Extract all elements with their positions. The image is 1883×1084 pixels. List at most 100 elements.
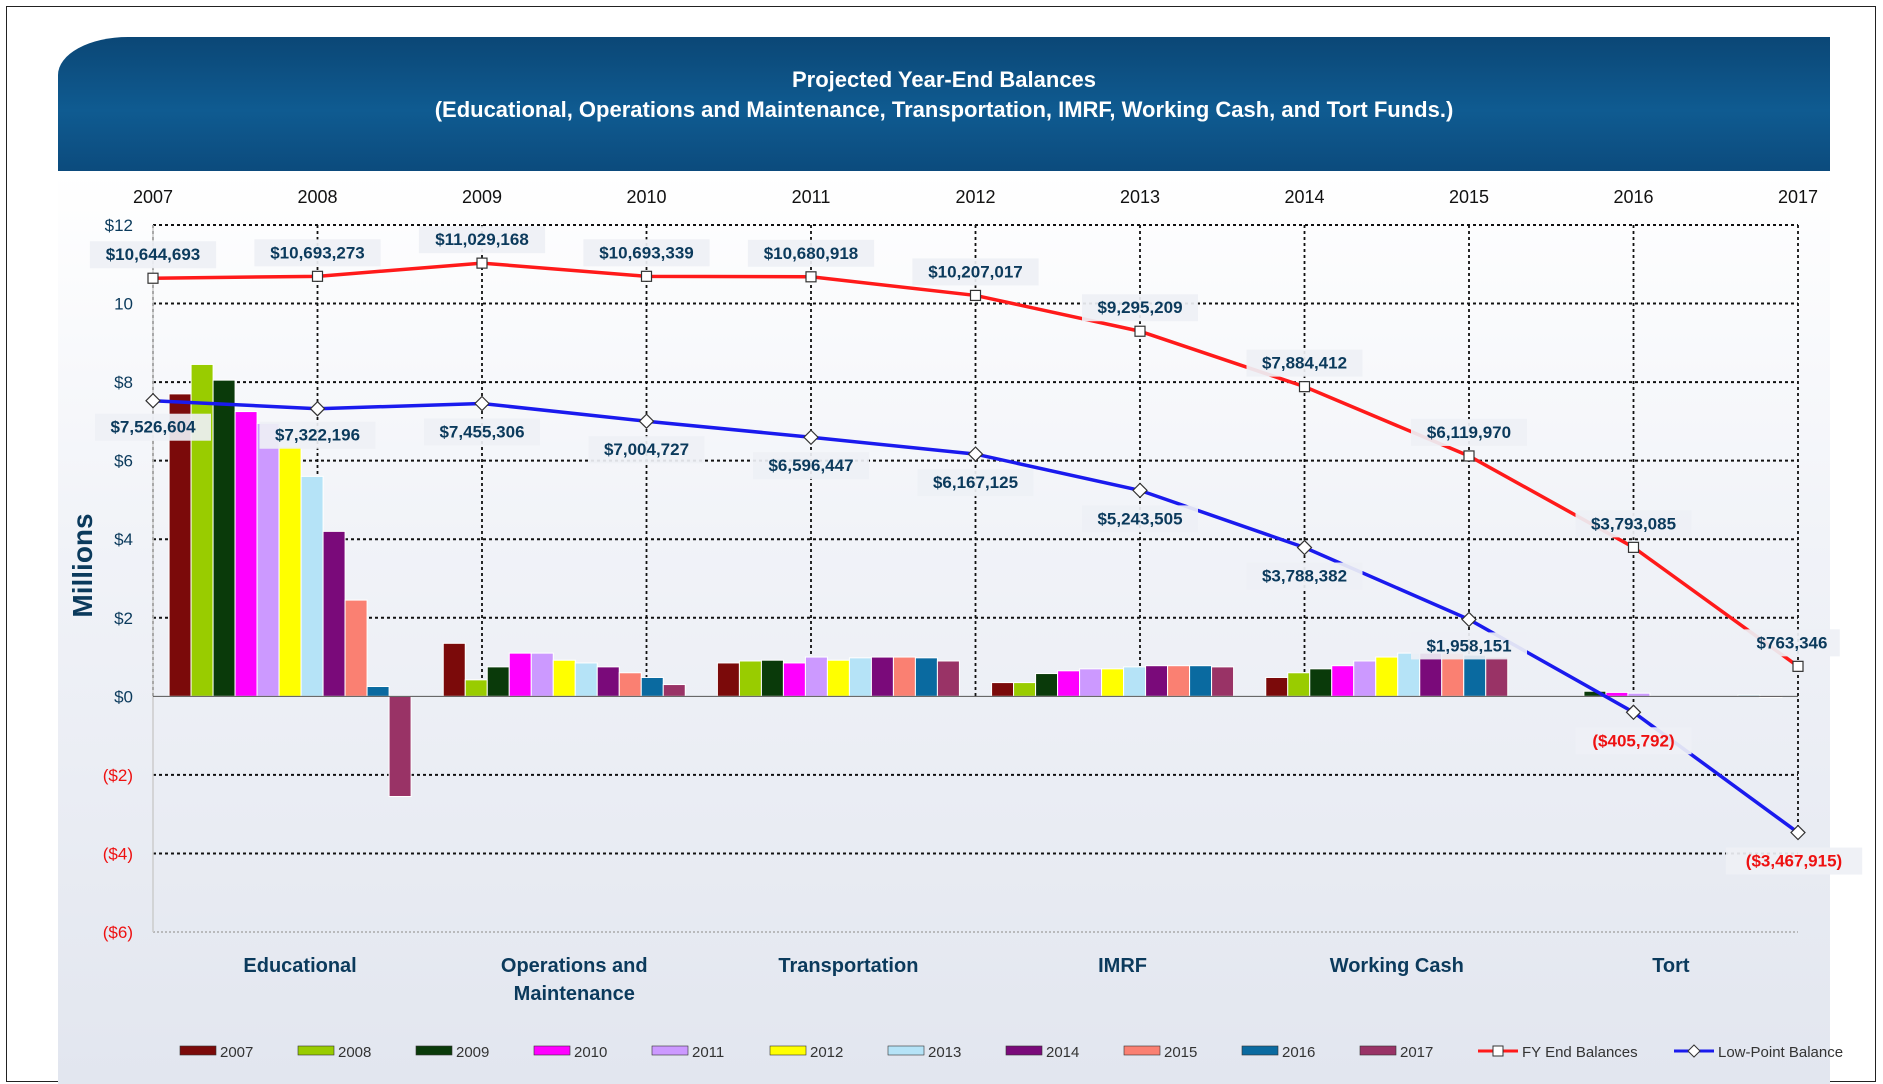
y-tick-label: $12 <box>105 216 133 235</box>
fy-end-marker <box>311 270 324 282</box>
bar <box>1605 691 1629 697</box>
bar <box>618 672 642 697</box>
legend-label: 2011 <box>692 1044 724 1061</box>
bar <box>892 656 916 697</box>
low-point-data-label: $7,526,604 <box>110 418 196 437</box>
bar <box>662 684 686 697</box>
data-label-bg <box>95 413 211 441</box>
fy-end-data-label: $10,693,273 <box>270 243 365 262</box>
legend-swatch <box>887 1045 925 1056</box>
y-tick-label: $0 <box>114 687 133 706</box>
legend-label: 2015 <box>1164 1044 1197 1061</box>
low-point-marker <box>967 446 984 462</box>
data-label-bg <box>1246 562 1363 590</box>
year-axis-label: 2014 <box>1284 187 1324 207</box>
data-label-bg <box>1411 418 1527 446</box>
y-tick-label: $8 <box>114 373 133 392</box>
low-point-data-label: ($3,467,915) <box>1746 852 1842 871</box>
category-label: Working Cash <box>1330 955 1464 977</box>
year-axis-label: 2011 <box>792 187 831 207</box>
bar <box>486 666 510 697</box>
low-point-data-label: $6,167,125 <box>933 473 1018 492</box>
data-label-bg <box>418 226 546 254</box>
chart-title: Projected Year-End Balances <box>791 67 1097 92</box>
low-point-marker <box>474 395 490 412</box>
bar <box>1485 656 1509 697</box>
fy-end-marker <box>969 289 982 302</box>
low-point-marker <box>638 413 655 430</box>
fy-end-data-label: $763,346 <box>1757 633 1828 652</box>
year-axis-label: 2008 <box>297 187 337 207</box>
data-label-bg <box>89 241 217 269</box>
data-label-bg <box>1575 510 1692 538</box>
fy-end-data-label: $9,295,209 <box>1097 298 1182 317</box>
low-point-marker <box>309 400 326 417</box>
bar <box>1057 670 1081 697</box>
bar <box>1463 654 1487 697</box>
fy-end-data-label: $10,207,017 <box>928 262 1023 281</box>
legend-label: 2016 <box>1282 1044 1315 1061</box>
bar <box>530 652 554 697</box>
fy-end-marker <box>1298 381 1311 393</box>
bar <box>1287 672 1311 697</box>
bar <box>464 679 488 697</box>
y-tick-label: $6 <box>114 452 133 471</box>
data-label-bg <box>1246 349 1363 377</box>
data-label-bg <box>1082 294 1198 322</box>
low-point-marker <box>1625 704 1642 721</box>
bar <box>1419 652 1443 697</box>
bar <box>1441 652 1465 697</box>
chart-header: Projected Year-End Balances (Educational… <box>58 37 1830 171</box>
legend-label: 2014 <box>1046 1044 1079 1061</box>
low-point-data-label: $7,455,306 <box>439 423 524 442</box>
fy-end-data-label: $10,693,339 <box>599 243 694 262</box>
y-tick-label: $2 <box>114 609 133 628</box>
low-point-data-label: $1,958,151 <box>1426 636 1511 655</box>
bar <box>870 656 894 697</box>
bar <box>640 676 664 697</box>
bar <box>991 682 1015 697</box>
bar <box>300 475 324 697</box>
legend-swatch <box>179 1045 217 1056</box>
data-label-bg <box>1744 629 1840 657</box>
low-point-data-label: ($405,792) <box>1592 731 1674 750</box>
y-tick-label: $4 <box>114 530 133 549</box>
bar <box>1145 665 1169 697</box>
fy-end-marker <box>147 272 159 284</box>
legend-label: Low-Point Balance <box>1718 1044 1843 1061</box>
low-point-marker <box>1132 482 1148 499</box>
fy-end-marker <box>1627 541 1640 553</box>
legend-label: 2012 <box>810 1044 843 1061</box>
data-label-bg <box>747 239 875 267</box>
bar <box>212 379 236 697</box>
chart-subtitle: (Educational, Operations and Maintenance… <box>434 97 1454 122</box>
bar <box>1309 668 1333 697</box>
legend-swatch <box>297 1045 335 1056</box>
y-tick-label: ($4) <box>103 844 133 863</box>
bar <box>552 659 576 697</box>
low-point-data-label: $6,596,447 <box>768 456 853 475</box>
bar <box>1101 668 1125 697</box>
data-label-bg <box>1575 727 1692 755</box>
data-label-bg <box>583 239 710 267</box>
low-point-marker <box>1296 539 1313 556</box>
data-label-bg <box>912 258 1039 286</box>
bar <box>1079 668 1103 697</box>
legend-swatch <box>1241 1045 1279 1056</box>
data-label-bg <box>1411 632 1527 660</box>
data-label-bg <box>1082 505 1198 533</box>
year-axis-label: 2009 <box>462 187 502 207</box>
category-label: Operations and <box>501 955 648 977</box>
bar <box>826 659 850 697</box>
data-label-bg <box>588 436 705 464</box>
legend-label: 2013 <box>928 1044 961 1061</box>
legend-swatch <box>415 1045 453 1056</box>
low-point-data-label: $7,322,196 <box>275 426 360 445</box>
low-point-marker <box>803 429 819 446</box>
y-tick-label: ($2) <box>103 766 133 785</box>
bar <box>936 660 960 697</box>
bar <box>1353 660 1377 697</box>
legend-swatch <box>533 1045 571 1056</box>
bar <box>322 530 346 697</box>
